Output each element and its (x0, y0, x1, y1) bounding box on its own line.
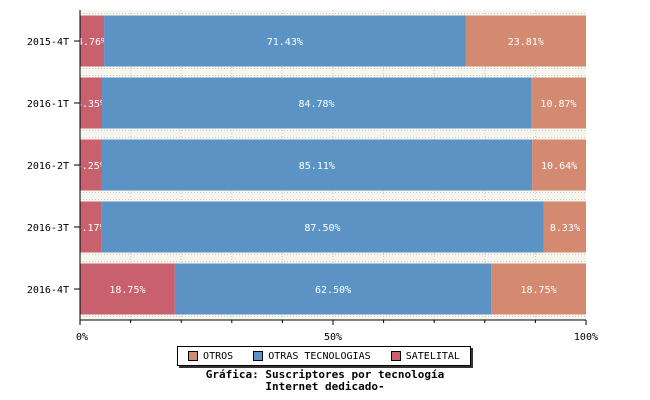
bar-value-label: 71.43% (267, 37, 303, 48)
bar-value-label: 18.75% (109, 285, 145, 296)
bar-segment (101, 139, 533, 191)
chart-caption-line2: Internet dedicado- (265, 380, 385, 393)
legend-item: SATELITAL (390, 350, 460, 362)
bar-value-label: 10.64% (541, 161, 577, 172)
legend-item: OTRAS TECNOLOGIAS (253, 350, 371, 362)
legend-label: SATELITAL (405, 350, 460, 362)
bar-segment (491, 263, 586, 315)
legend-label: OTRAS TECNOLOGIAS (268, 350, 371, 362)
legend-swatch (390, 351, 401, 361)
category-label: 2016-2T (27, 161, 69, 172)
chart-legend: OTROS OTRAS TECNOLOGIAS SATELITAL (177, 346, 471, 366)
bar-segment (465, 15, 586, 67)
bar-value-label: 18.75% (521, 285, 557, 296)
bar-segment (80, 139, 102, 191)
x-tick-label: 50% (324, 332, 342, 343)
legend-swatch (188, 351, 199, 361)
category-label: 2016-4T (27, 285, 69, 296)
category-label: 2016-3T (27, 223, 69, 234)
bar-value-label: 85.11% (299, 161, 335, 172)
bar-value-label: 84.78% (298, 99, 334, 110)
chart-caption-line1: Gráfica: Suscriptores por tecnología (205, 368, 445, 381)
legend-item: OTROS (188, 351, 233, 362)
bar-segment (543, 201, 586, 253)
bar-segment (102, 77, 531, 129)
bar-segment (104, 15, 466, 67)
bar-value-label: 8.33% (550, 223, 580, 234)
category-label: 2015-4T (27, 37, 69, 48)
bar-value-label: 4.25% (76, 161, 106, 172)
bar-segment (80, 201, 102, 253)
bar-value-label: 4.35% (76, 99, 106, 110)
bar-value-label: 4.17% (75, 223, 105, 234)
x-tick-label: 0% (76, 332, 88, 343)
bar-value-label: 10.87% (540, 99, 576, 110)
bar-segment (174, 263, 492, 315)
bar-segment (532, 139, 586, 191)
bar-value-label: 87.50% (304, 223, 340, 234)
bar-segment (80, 15, 105, 67)
x-tick-label: 100% (574, 332, 598, 343)
bar-value-label: 23.81% (508, 37, 544, 48)
legend-swatch (253, 351, 264, 361)
legend-label: OTROS (203, 350, 234, 362)
bar-segment (101, 201, 544, 253)
bar-segment (80, 263, 175, 315)
bar-segment (80, 77, 103, 129)
bar-value-label: 62.50% (315, 285, 351, 296)
bar-segment (530, 77, 586, 129)
category-label: 2016-1T (27, 99, 69, 110)
bar-value-label: 4.76% (77, 37, 107, 48)
